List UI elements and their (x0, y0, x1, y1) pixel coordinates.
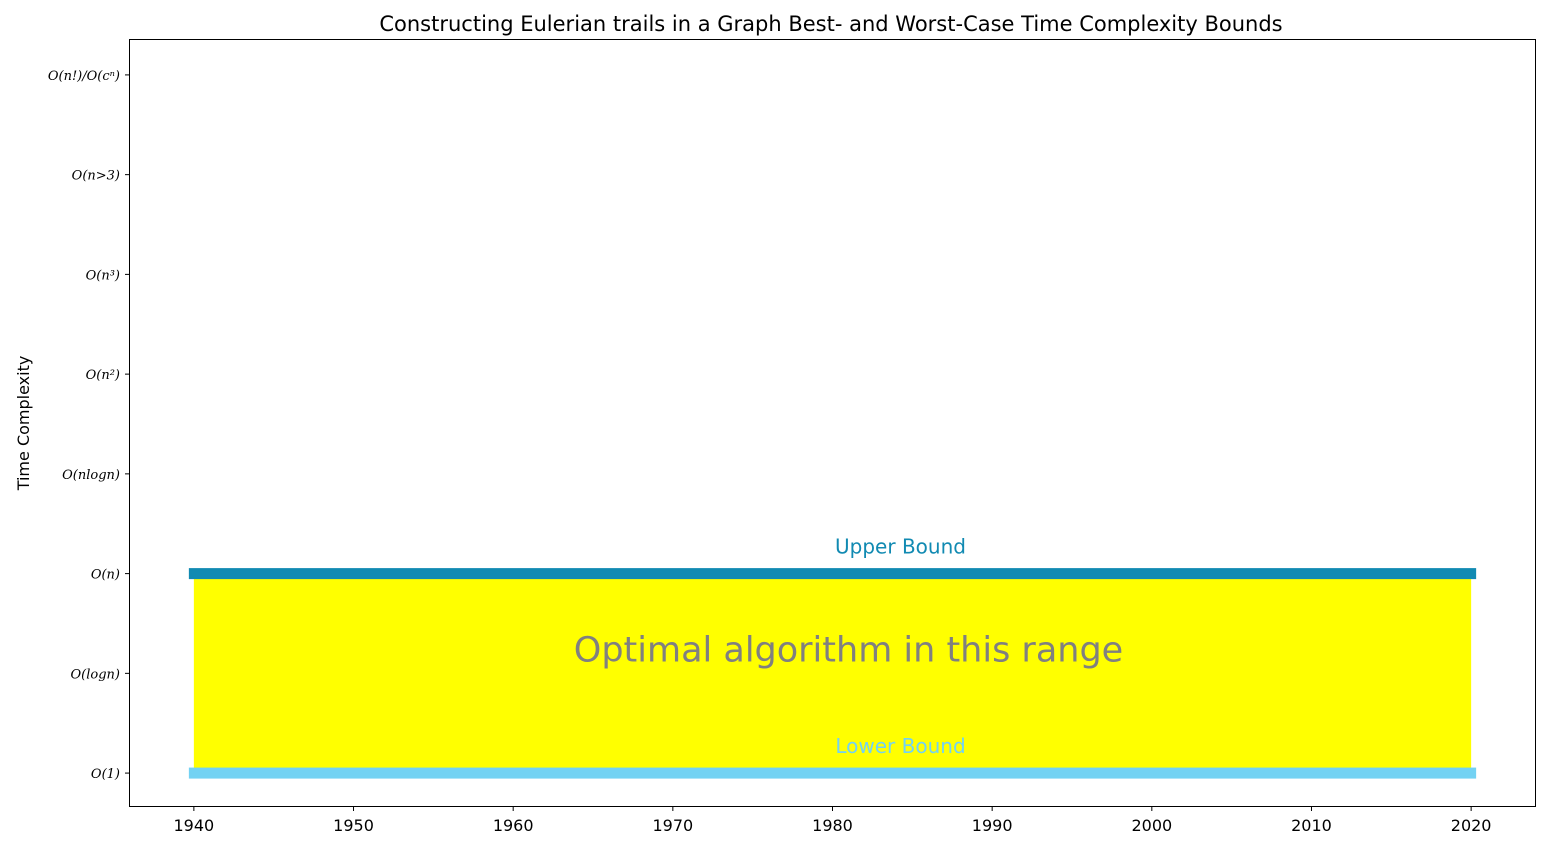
x-tick-label: 2010 (1291, 816, 1332, 835)
y-tick-label: O(n²) (86, 368, 120, 383)
y-tick-label: O(logn) (71, 667, 120, 682)
x-tick-label: 1940 (174, 816, 215, 835)
x-tick-label: 1980 (812, 816, 853, 835)
y-axis-label: Time Complexity (14, 356, 33, 492)
x-tick-label: 1970 (652, 816, 693, 835)
y-tick-label: O(n) (91, 568, 120, 583)
y-tick-label: O(nlogn) (62, 468, 120, 483)
y-tick-label: O(1) (91, 767, 120, 782)
x-tick-label: 2000 (1131, 816, 1172, 835)
y-tick-label: O(n!)/O(cⁿ) (48, 69, 120, 84)
bound-label-upper: Upper Bound (835, 535, 966, 559)
optimal-range-band (193, 573, 1472, 774)
plot-frame (129, 39, 1536, 807)
x-tick-label: 1950 (333, 816, 374, 835)
bound-bar-upper (188, 568, 1477, 580)
x-tick-label: 1960 (493, 816, 534, 835)
band-annotation: Optimal algorithm in this range (574, 630, 1123, 670)
x-tick-label: 1990 (972, 816, 1013, 835)
bound-label-lower: Lower Bound (835, 734, 965, 758)
y-tick-label: O(n>3) (72, 169, 120, 184)
plot-area: Upper Bound Lower Bound Optimal algorithm … (48, 69, 1492, 835)
bound-bar-lower (188, 767, 1477, 779)
y-tick-label: O(n³) (86, 268, 120, 283)
chart-title: Constructing Eulerian trails in a Graph … (379, 12, 1282, 36)
x-tick-label: 2020 (1451, 816, 1492, 835)
